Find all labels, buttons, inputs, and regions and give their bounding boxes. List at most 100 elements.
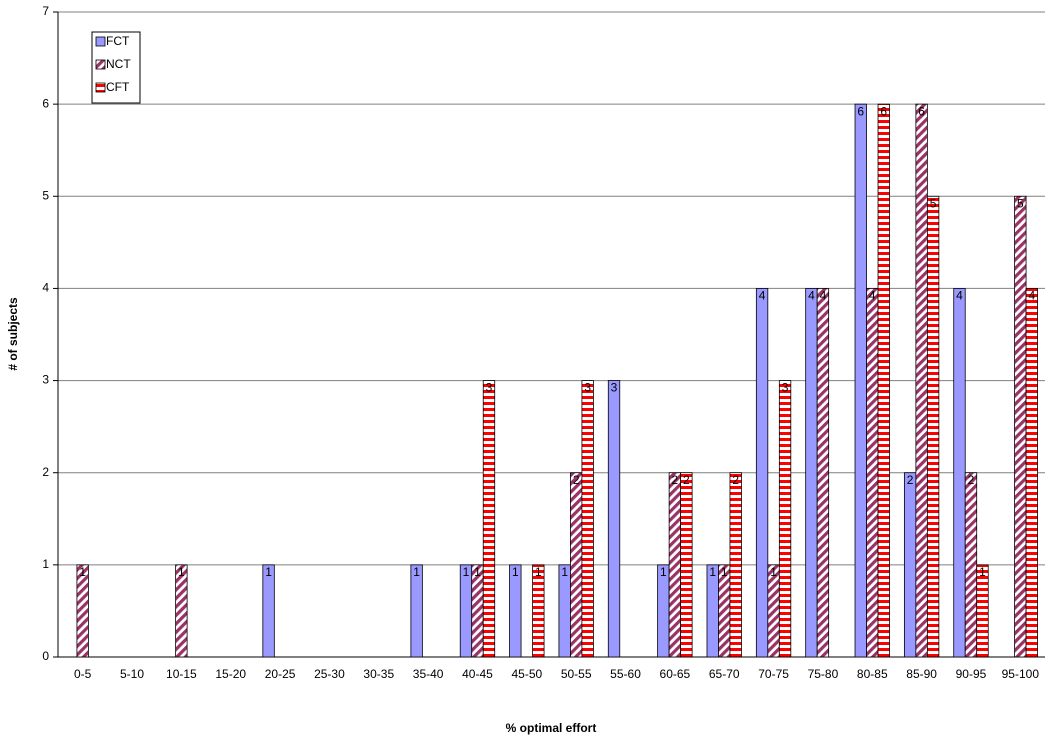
value-label: 4	[808, 289, 815, 303]
x-tick-label: 45-50	[511, 667, 542, 681]
x-tick-label: 5-10	[120, 667, 144, 681]
value-label: 6	[918, 104, 925, 118]
bar	[953, 288, 966, 658]
y-tick-label: 7	[42, 4, 49, 18]
bar	[903, 472, 917, 658]
value-label: 4	[869, 289, 876, 303]
value-label: 3	[584, 381, 591, 395]
bar	[1014, 195, 1027, 658]
y-tick-label: 1	[42, 557, 49, 571]
value-label: 1	[474, 565, 481, 579]
bar	[816, 288, 830, 658]
bar	[976, 564, 989, 658]
bar	[482, 380, 496, 658]
bar	[668, 472, 682, 658]
value-label: 2	[732, 473, 739, 487]
y-axis-title: # of subjects	[6, 297, 20, 371]
x-tick-label: 15-20	[215, 667, 246, 681]
bar	[926, 195, 940, 658]
legend-swatch	[95, 36, 106, 47]
value-label: 1	[265, 565, 272, 579]
bar	[778, 380, 792, 658]
bar	[755, 288, 769, 658]
value-label: 6	[880, 104, 887, 118]
legend-swatch	[95, 82, 106, 93]
y-tick-label: 4	[42, 281, 49, 295]
bar	[964, 472, 978, 658]
x-tick-label: 10-15	[166, 667, 197, 681]
x-tick-label: 90-95	[956, 667, 987, 681]
x-tick-label: 0-5	[74, 667, 92, 681]
value-label: 4	[759, 289, 766, 303]
bar	[866, 288, 879, 658]
value-label: 6	[857, 104, 864, 118]
value-label: 2	[573, 473, 580, 487]
value-label: 2	[672, 473, 679, 487]
value-label: 4	[956, 289, 963, 303]
value-label: 1	[709, 565, 716, 579]
x-tick-label: 55-60	[610, 667, 641, 681]
x-tick-label: 30-35	[363, 667, 394, 681]
bar	[729, 472, 742, 658]
value-label: 2	[683, 473, 690, 487]
bar	[581, 380, 594, 658]
value-label: 3	[782, 381, 789, 395]
value-label: 5	[1017, 196, 1024, 210]
legend-swatch	[95, 59, 106, 70]
value-label: 1	[413, 565, 420, 579]
bar	[76, 564, 89, 658]
bar	[805, 288, 818, 658]
x-tick-label: 65-70	[709, 667, 740, 681]
x-tick-label: 25-30	[314, 667, 345, 681]
x-tick-label: 70-75	[758, 667, 789, 681]
bar	[410, 564, 423, 658]
y-tick-label: 0	[42, 649, 49, 663]
x-tick-label: 80-85	[857, 667, 888, 681]
y-tick-label: 3	[42, 373, 49, 387]
x-tick-label: 75-80	[808, 667, 839, 681]
value-label: 5	[930, 196, 937, 210]
x-tick-label: 50-55	[561, 667, 592, 681]
x-tick-label: 60-65	[660, 667, 691, 681]
value-label: 1	[660, 565, 667, 579]
value-label: 4	[820, 289, 827, 303]
bar	[532, 564, 545, 658]
value-label: 2	[968, 473, 975, 487]
legend-label: FCT	[106, 34, 130, 48]
value-label: 1	[561, 565, 568, 579]
y-tick-label: 5	[42, 188, 49, 202]
x-tick-label: 85-90	[906, 667, 937, 681]
x-tick-label: 35-40	[413, 667, 444, 681]
value-label: 3	[611, 381, 618, 395]
bar	[262, 564, 275, 658]
x-tick-label: 40-45	[462, 667, 493, 681]
value-label: 2	[907, 473, 914, 487]
y-tick-label: 6	[42, 96, 49, 110]
value-label: 3	[486, 381, 493, 395]
value-label: 4	[1028, 289, 1035, 303]
legend-label: CFT	[106, 80, 130, 94]
value-label: 1	[979, 565, 986, 579]
x-tick-label: 20-25	[265, 667, 296, 681]
bar	[607, 380, 621, 658]
legend-label: NCT	[106, 57, 131, 71]
bar	[877, 103, 890, 658]
bar	[680, 472, 693, 658]
value-label: 1	[535, 565, 542, 579]
x-tick-label: 95-100	[1002, 667, 1040, 681]
value-label: 1	[79, 565, 86, 579]
bar	[509, 564, 522, 658]
value-label: 1	[770, 565, 777, 579]
value-label: 1	[512, 565, 519, 579]
bar	[854, 103, 867, 658]
value-label: 1	[721, 565, 728, 579]
bar	[570, 472, 583, 658]
bar	[915, 103, 928, 658]
bar	[1025, 288, 1038, 658]
bar	[175, 564, 188, 658]
y-tick-label: 2	[42, 465, 49, 479]
x-axis-title: % optimal effort	[506, 721, 597, 735]
value-label: 1	[463, 565, 470, 579]
